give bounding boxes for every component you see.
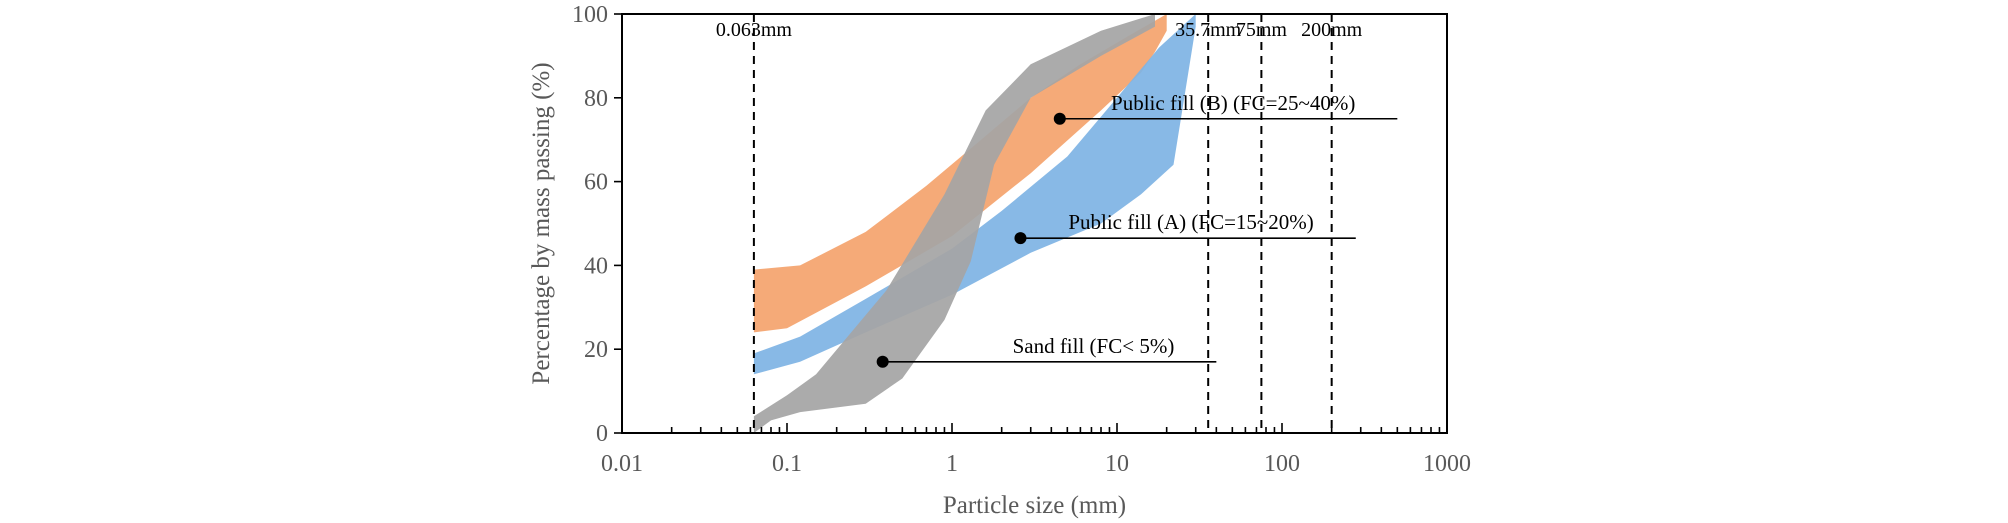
annotations-layer: Public fill (B) (FC=25~40%) Public fill (… [876, 91, 1398, 368]
x-tick-label-1: 0.1 [772, 451, 802, 477]
annotation-dot-1 [1014, 232, 1027, 245]
reference-line-label-0: 0.063mm [716, 19, 793, 41]
reference-line-label-1: 35.7mm [1175, 19, 1242, 41]
annotation-dot-2 [876, 355, 889, 368]
band-sand-fill [753, 14, 1155, 433]
band-public-fill-a [753, 14, 1196, 375]
x-axis-tick-labels: 0.01 0.1 1 10 100 1000 [601, 451, 1471, 477]
y-tick-label-0: 0 [596, 421, 608, 447]
x-tick-label-3: 10 [1105, 451, 1129, 477]
x-tick-label-0: 0.01 [601, 451, 643, 477]
y-axis-title: Percentage by mass passing (%) [528, 62, 555, 384]
y-tick-label-5: 100 [572, 2, 608, 28]
annotation-dot-0 [1053, 112, 1066, 125]
y-tick-label-3: 60 [584, 170, 608, 196]
x-tick-label-5: 1000 [1423, 451, 1471, 477]
annotation-label-2: Sand fill (FC< 5%) [1013, 334, 1175, 358]
reference-line-label-3: 200mm [1301, 19, 1363, 41]
y-tick-label-2: 40 [584, 253, 608, 279]
annotation-label-0: Public fill (B) (FC=25~40%) [1111, 91, 1355, 115]
bands-layer [753, 14, 1196, 433]
y-tick-label-1: 20 [584, 337, 608, 363]
annotation-label-1: Public fill (A) (FC=15~20%) [1068, 210, 1313, 234]
plot-frame [621, 13, 1448, 434]
y-axis-tick-labels: 0 20 40 60 80 100 [572, 2, 608, 447]
reference-line-label-2: 75mm [1236, 19, 1288, 41]
x-axis-title: Particle size (mm) [943, 492, 1126, 519]
x-axis-ticks [621, 423, 1448, 433]
y-tick-label-4: 80 [584, 86, 608, 112]
x-tick-label-4: 100 [1264, 451, 1300, 477]
y-axis-ticks [614, 13, 622, 434]
x-tick-label-2: 1 [946, 451, 958, 477]
